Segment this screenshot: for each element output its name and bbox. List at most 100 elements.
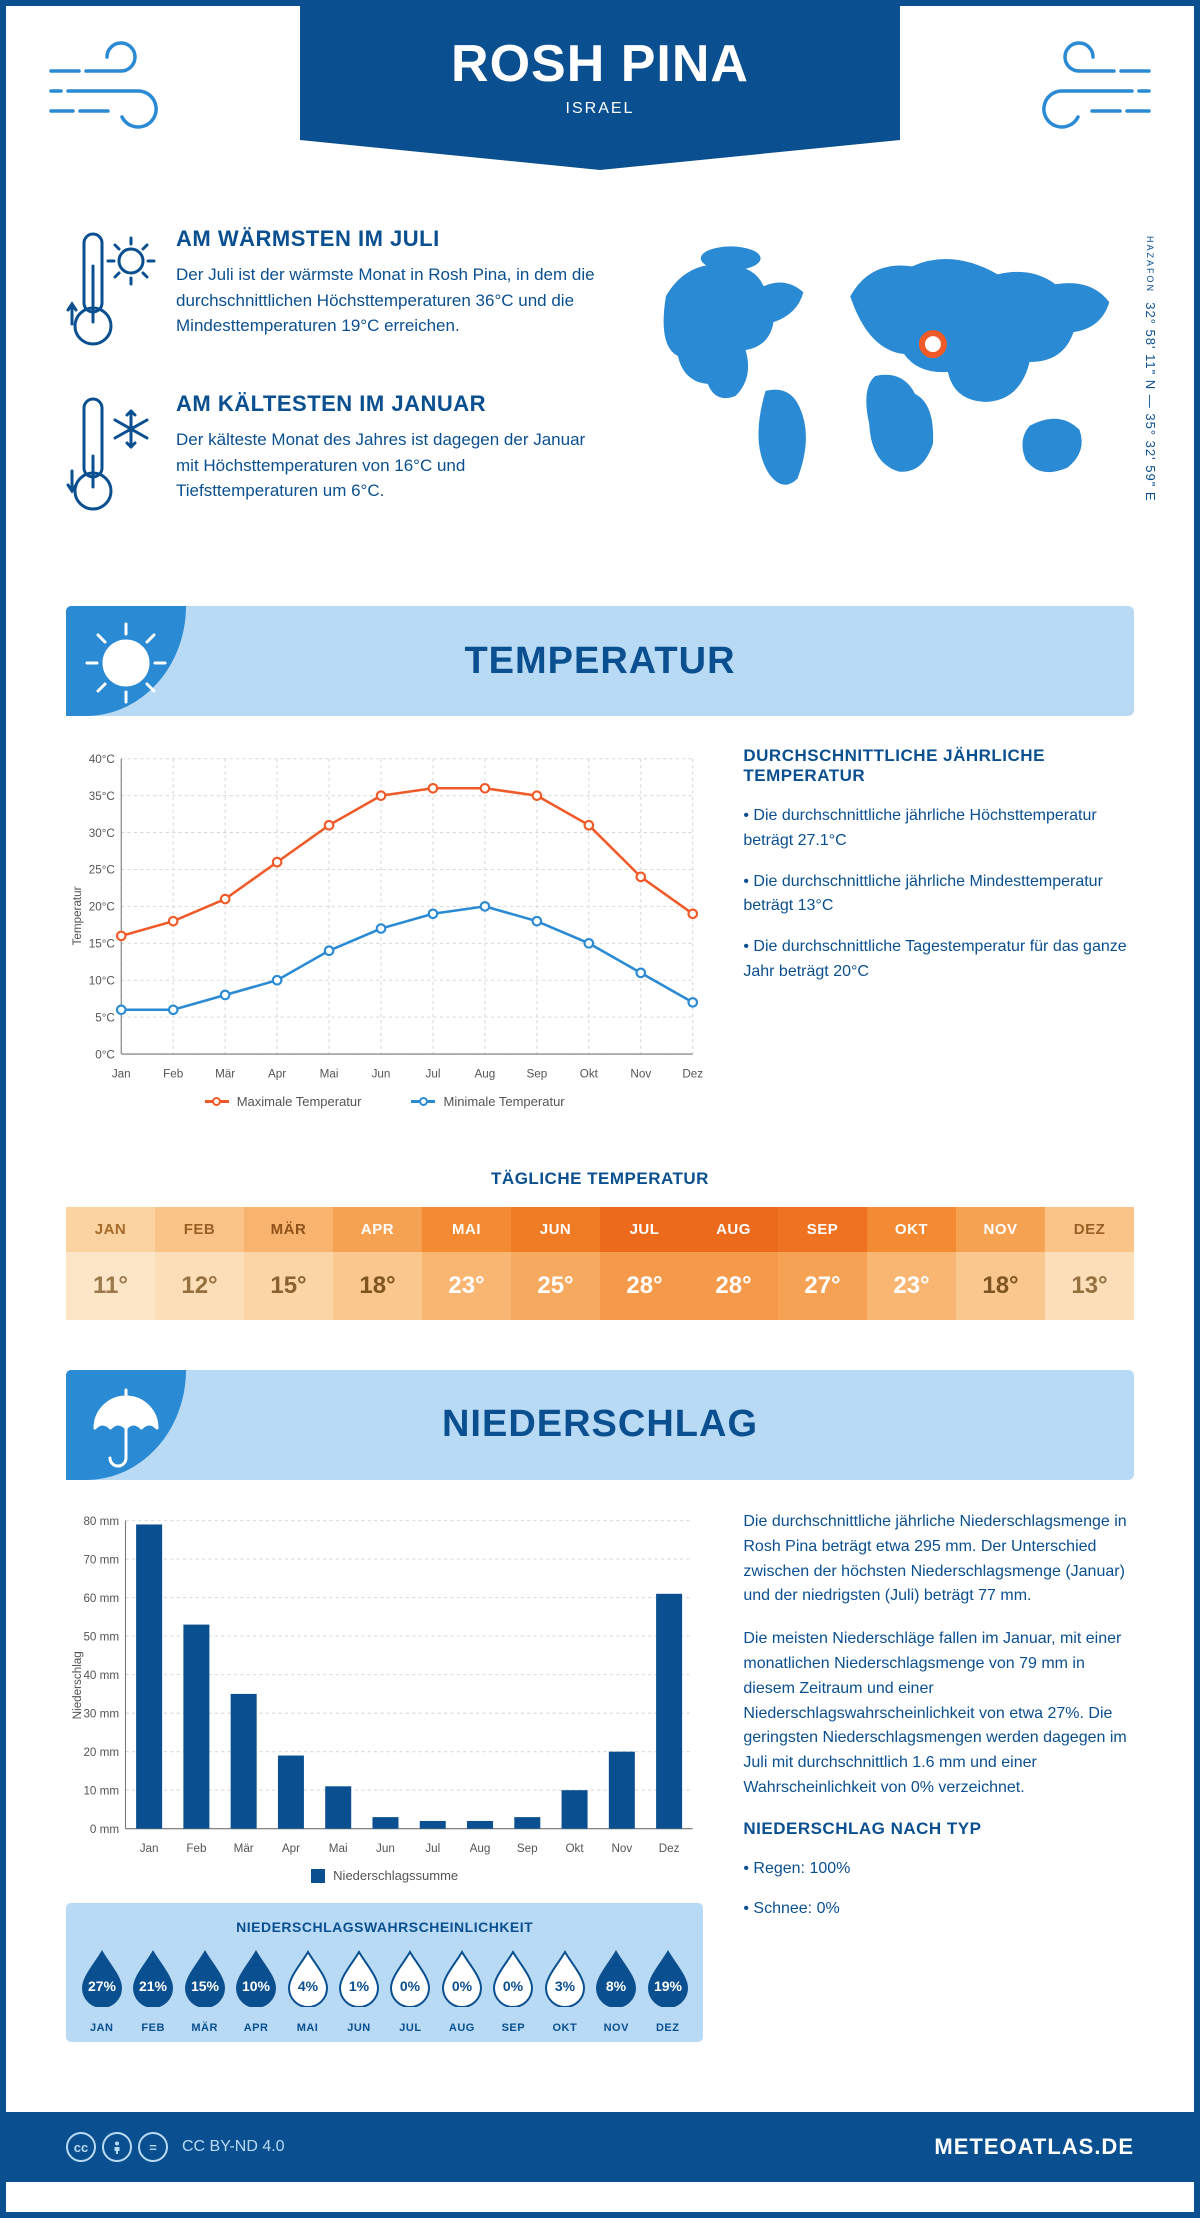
- precip-paragraph: Die durchschnittliche jährliche Niedersc…: [743, 1510, 1134, 1609]
- droplet-icon: 27%: [79, 1949, 125, 2007]
- legend-precip-sum: Niederschlagssumme: [311, 1868, 458, 1883]
- precip-prob-cell: 3% OKT: [539, 1949, 590, 2034]
- city-title: ROSH PINA: [300, 34, 900, 94]
- section-precip-title: NIEDERSCHLAG: [442, 1403, 758, 1446]
- svg-text:Sep: Sep: [526, 1067, 547, 1080]
- precip-probability-box: NIEDERSCHLAGSWAHRSCHEINLICHKEIT 27% JAN …: [66, 1903, 703, 2042]
- svg-text:Jul: Jul: [425, 1842, 440, 1855]
- temperature-line-chart: Temperatur0°C5°C10°C15°C20°C25°C30°C35°C…: [66, 746, 703, 1086]
- section-temperature-title: TEMPERATUR: [464, 640, 735, 683]
- daily-temp-cell: OKT23°: [867, 1207, 956, 1320]
- svg-text:30°C: 30°C: [89, 827, 115, 840]
- precip-prob-cell: 0% SEP: [488, 1949, 539, 2034]
- temp-info-heading: DURCHSCHNITTLICHE JÄHRLICHE TEMPERATUR: [743, 746, 1134, 786]
- svg-text:Apr: Apr: [282, 1842, 300, 1855]
- svg-text:21%: 21%: [139, 1978, 168, 1994]
- svg-text:Mär: Mär: [215, 1067, 235, 1080]
- svg-text:60 mm: 60 mm: [83, 1592, 119, 1605]
- svg-text:Nov: Nov: [611, 1842, 632, 1855]
- svg-text:25°C: 25°C: [89, 864, 115, 877]
- svg-text:Feb: Feb: [186, 1842, 206, 1855]
- svg-text:Dez: Dez: [682, 1067, 703, 1080]
- warmest-body: Der Juli ist der wärmste Monat in Rosh P…: [176, 262, 606, 339]
- precip-prob-cell: 0% AUG: [436, 1949, 487, 2034]
- svg-text:Aug: Aug: [470, 1842, 491, 1855]
- droplet-icon: 0%: [387, 1949, 433, 2007]
- cc-icon: cc: [66, 2132, 96, 2162]
- footer: cc = CC BY-ND 4.0 METEOATLAS.DE: [6, 2112, 1194, 2182]
- world-map-icon: [636, 226, 1134, 506]
- precip-prob-cell: 10% APR: [230, 1949, 281, 2034]
- section-precip-header: NIEDERSCHLAG: [66, 1370, 1134, 1480]
- coordinates: HAZAFON 32° 58' 11" N — 35° 32' 59" E: [1143, 236, 1158, 502]
- svg-text:0%: 0%: [452, 1978, 473, 1994]
- svg-text:80 mm: 80 mm: [83, 1515, 119, 1528]
- section-temperature-header: TEMPERATUR: [66, 606, 1134, 716]
- svg-text:Jan: Jan: [112, 1067, 131, 1080]
- droplet-icon: 21%: [130, 1949, 176, 2007]
- svg-text:19%: 19%: [654, 1978, 683, 1994]
- title-banner: ROSH PINA ISRAEL: [300, 6, 900, 170]
- warmest-heading: AM WÄRMSTEN IM JULI: [176, 226, 606, 252]
- svg-text:70 mm: 70 mm: [83, 1553, 119, 1566]
- temp-bullet: • Die durchschnittliche jährliche Höchst…: [743, 804, 1134, 854]
- svg-text:Okt: Okt: [565, 1842, 584, 1855]
- svg-text:5°C: 5°C: [95, 1011, 115, 1024]
- svg-text:8%: 8%: [606, 1978, 627, 1994]
- daily-temp-cell: MAI23°: [422, 1207, 511, 1320]
- sun-icon: [81, 618, 171, 708]
- temperature-row: Temperatur0°C5°C10°C15°C20°C25°C30°C35°C…: [6, 746, 1194, 1139]
- daily-temp-cell: AUG28°: [689, 1207, 778, 1320]
- precip-prob-cell: 8% NOV: [591, 1949, 642, 2034]
- droplet-icon: 0%: [490, 1949, 536, 2007]
- umbrella-icon: [81, 1382, 171, 1472]
- daily-temp-cell: SEP27°: [778, 1207, 867, 1320]
- svg-text:15°C: 15°C: [89, 938, 115, 951]
- cc-icons: cc =: [66, 2132, 168, 2162]
- svg-text:4%: 4%: [297, 1978, 318, 1994]
- svg-text:Nov: Nov: [630, 1067, 651, 1080]
- precip-legend: Niederschlagssumme: [66, 1868, 703, 1883]
- thermometer-snow-icon: [66, 391, 156, 526]
- thermometer-sun-icon: [66, 226, 156, 361]
- coldest-fact: AM KÄLTESTEN IM JANUAR Der kälteste Mona…: [66, 391, 606, 526]
- svg-text:Aug: Aug: [475, 1067, 496, 1080]
- svg-text:0 mm: 0 mm: [90, 1823, 119, 1836]
- summary-section: AM WÄRMSTEN IM JULI Der Juli ist der wär…: [6, 206, 1194, 596]
- svg-text:Okt: Okt: [580, 1067, 599, 1080]
- droplet-icon: 10%: [233, 1949, 279, 2007]
- svg-text:Apr: Apr: [268, 1067, 286, 1080]
- svg-text:50 mm: 50 mm: [83, 1630, 119, 1643]
- precip-paragraph: Die meisten Niederschläge fallen im Janu…: [743, 1627, 1134, 1801]
- precip-type-bullet: • Schnee: 0%: [743, 1897, 1134, 1922]
- svg-text:40°C: 40°C: [89, 753, 115, 766]
- svg-text:35°C: 35°C: [89, 790, 115, 803]
- daily-temp-cell: DEZ13°: [1045, 1207, 1134, 1320]
- wind-icon: [46, 41, 186, 141]
- svg-text:Jun: Jun: [372, 1067, 391, 1080]
- svg-text:10 mm: 10 mm: [83, 1784, 119, 1797]
- svg-text:Mai: Mai: [320, 1067, 339, 1080]
- svg-text:40 mm: 40 mm: [83, 1669, 119, 1682]
- daily-temp-cell: JAN11°: [66, 1207, 155, 1320]
- svg-text:27%: 27%: [88, 1978, 117, 1994]
- precip-type-bullet: • Regen: 100%: [743, 1857, 1134, 1882]
- precip-info: Die durchschnittliche jährliche Niedersc…: [743, 1510, 1134, 2043]
- precip-prob-cell: 4% MAI: [282, 1949, 333, 2034]
- svg-text:10°C: 10°C: [89, 974, 115, 987]
- droplet-icon: 19%: [645, 1949, 691, 2007]
- precip-type-heading: NIEDERSCHLAG NACH TYP: [743, 1819, 1134, 1839]
- precip-bar-chart: Niederschlag0 mm10 mm20 mm30 mm40 mm50 m…: [66, 1510, 703, 1861]
- svg-text:20°C: 20°C: [89, 901, 115, 914]
- droplet-icon: 3%: [542, 1949, 588, 2007]
- precip-prob-cell: 1% JUN: [333, 1949, 384, 2034]
- precip-prob-cell: 21% FEB: [127, 1949, 178, 2034]
- droplet-icon: 8%: [593, 1949, 639, 2007]
- daily-temp-cell: JUL28°: [600, 1207, 689, 1320]
- temp-bullet: • Die durchschnittliche Tagestemperatur …: [743, 935, 1134, 985]
- daily-temp-cell: NOV18°: [956, 1207, 1045, 1320]
- header: ROSH PINA ISRAEL: [6, 6, 1194, 206]
- precip-prob-cell: 19% DEZ: [642, 1949, 693, 2034]
- daily-temp-cell: FEB12°: [155, 1207, 244, 1320]
- svg-text:Niederschlag: Niederschlag: [71, 1651, 84, 1719]
